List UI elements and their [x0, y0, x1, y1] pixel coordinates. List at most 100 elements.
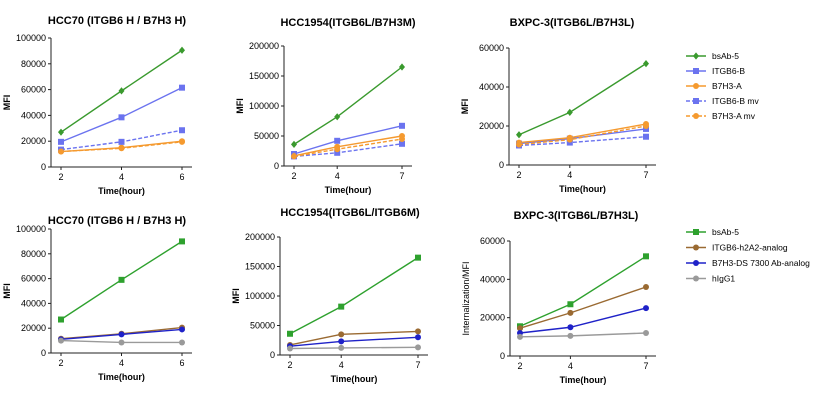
data-point	[58, 138, 64, 145]
y-tick-label: 20000	[480, 313, 505, 323]
y-tick-label: 60000	[479, 43, 504, 53]
x-tick-label: 6	[179, 358, 184, 368]
series-bsab-5	[291, 63, 405, 148]
y-tick-label: 200000	[245, 232, 275, 242]
data-point	[643, 284, 649, 290]
data-point	[58, 337, 64, 344]
legend-marker	[693, 113, 699, 119]
data-point	[399, 136, 405, 142]
data-point	[643, 253, 649, 260]
data-point	[399, 122, 405, 129]
x-axis-label: Time(hour)	[98, 186, 145, 196]
chart-title: BXPC-3(ITGB6L/B7H3L)	[514, 210, 639, 222]
chart-title: HCC70 (ITGB6 H / B7H3 H)	[48, 15, 186, 27]
data-point	[415, 334, 421, 341]
y-tick-label: 100000	[16, 33, 46, 43]
x-tick-label: 4	[119, 358, 124, 368]
y-tick-label: 40000	[21, 298, 46, 308]
x-tick-label: 4	[568, 361, 573, 371]
series-b7h3-a-mv	[58, 138, 185, 155]
data-point	[567, 301, 574, 308]
y-tick-label: 40000	[21, 110, 46, 120]
data-point	[58, 316, 64, 323]
legend-2: bsAb-5 ITGB6-h2A2-analog B7H3-DS 7300 Ab-a…	[686, 227, 810, 284]
y-axis-label: MFI	[2, 283, 12, 299]
x-tick-label: 4	[335, 171, 340, 181]
series-higg1	[287, 344, 421, 352]
data-point	[517, 325, 523, 332]
series-line	[289, 336, 419, 347]
y-axis-label: MFI	[235, 98, 245, 114]
series-b7h3-a-mv	[291, 136, 405, 160]
legend-marker	[693, 244, 699, 251]
series-b7h3-a-mv	[516, 123, 649, 148]
data-point	[334, 149, 341, 156]
legend-label: bsAb-5	[712, 51, 739, 61]
series-bsab-5	[287, 254, 421, 337]
x-tick-label: 7	[415, 360, 420, 370]
series-line	[293, 138, 403, 158]
x-tick-label: 7	[643, 170, 648, 180]
data-point	[415, 344, 421, 351]
series-line	[519, 332, 647, 338]
y-tick-label: 50000	[254, 131, 279, 141]
data-point	[334, 146, 341, 153]
y-tick-label: 200000	[249, 41, 279, 51]
series-bsab-5	[58, 46, 185, 136]
data-point	[566, 108, 573, 116]
data-point	[516, 141, 522, 148]
x-tick-label: 7	[643, 361, 648, 371]
data-point	[179, 127, 185, 134]
chart-panel-4: HCC70 (ITGB6 H / B7H3 H) 0 20000 40000 60000…	[2, 215, 192, 382]
series-line	[518, 63, 647, 136]
legend-label: B7H3-A mv	[712, 111, 756, 121]
x-tick-label: 2	[516, 170, 521, 180]
chart-panel-2: HCC1954(ITGB6L/B7H3M) 0 50000 100000 150000 2…	[235, 17, 416, 195]
x-axis-label: Time(hour)	[560, 375, 607, 385]
y-tick-label: 40000	[479, 82, 504, 92]
data-point	[58, 148, 64, 155]
data-point	[399, 140, 405, 147]
chart-panel-5: HCC1954(ITGB6L/ITGB6M) 0 50000 100000 150000…	[231, 207, 428, 384]
series-line	[293, 125, 403, 155]
y-axis-label: Internalization/MFI	[461, 261, 471, 335]
x-tick-label: 2	[517, 361, 522, 371]
y-tick-label: 150000	[245, 262, 275, 272]
legend-label: B7H3-A	[712, 81, 742, 91]
y-tick-label: 60000	[21, 85, 46, 95]
legend-marker	[693, 68, 699, 74]
y-tick-label: 20000	[21, 323, 46, 333]
y-tick-label: 0	[500, 351, 505, 361]
series-bsab-5	[58, 238, 185, 323]
series-b7h3-ds-7300-ab-analog	[517, 305, 649, 336]
legend-1: bsAb-5 ITGB6-B B7H3-A ITGB6-B mv B7H3-A mv	[686, 51, 760, 121]
y-axis-label: MFI	[460, 99, 470, 115]
data-point	[118, 114, 125, 121]
legend-marker	[693, 229, 699, 235]
y-axis-label: MFI	[2, 95, 12, 111]
data-point	[338, 344, 345, 351]
y-tick-label: 60000	[21, 274, 46, 284]
data-point	[643, 123, 649, 129]
series-line	[289, 257, 419, 335]
series-line	[519, 286, 647, 329]
data-point	[338, 331, 345, 338]
series-line	[289, 346, 419, 350]
y-axis-label: MFI	[231, 288, 241, 304]
legend-marker	[693, 83, 699, 89]
y-tick-label: 100000	[16, 224, 46, 234]
data-point	[643, 133, 649, 140]
data-point	[399, 63, 405, 71]
x-tick-label: 2	[58, 358, 63, 368]
data-point	[415, 328, 421, 335]
y-tick-label: 20000	[21, 136, 46, 146]
y-tick-label: 60000	[480, 236, 505, 246]
legend-marker	[693, 52, 699, 60]
legend-marker	[693, 275, 699, 282]
chart-title: BXPC-3(ITGB6L/B7H3L)	[510, 17, 635, 29]
data-point	[517, 333, 523, 340]
y-tick-label: 40000	[480, 274, 505, 284]
x-axis-label: Time(hour)	[325, 185, 372, 195]
data-point	[334, 113, 341, 121]
data-point	[179, 84, 185, 91]
